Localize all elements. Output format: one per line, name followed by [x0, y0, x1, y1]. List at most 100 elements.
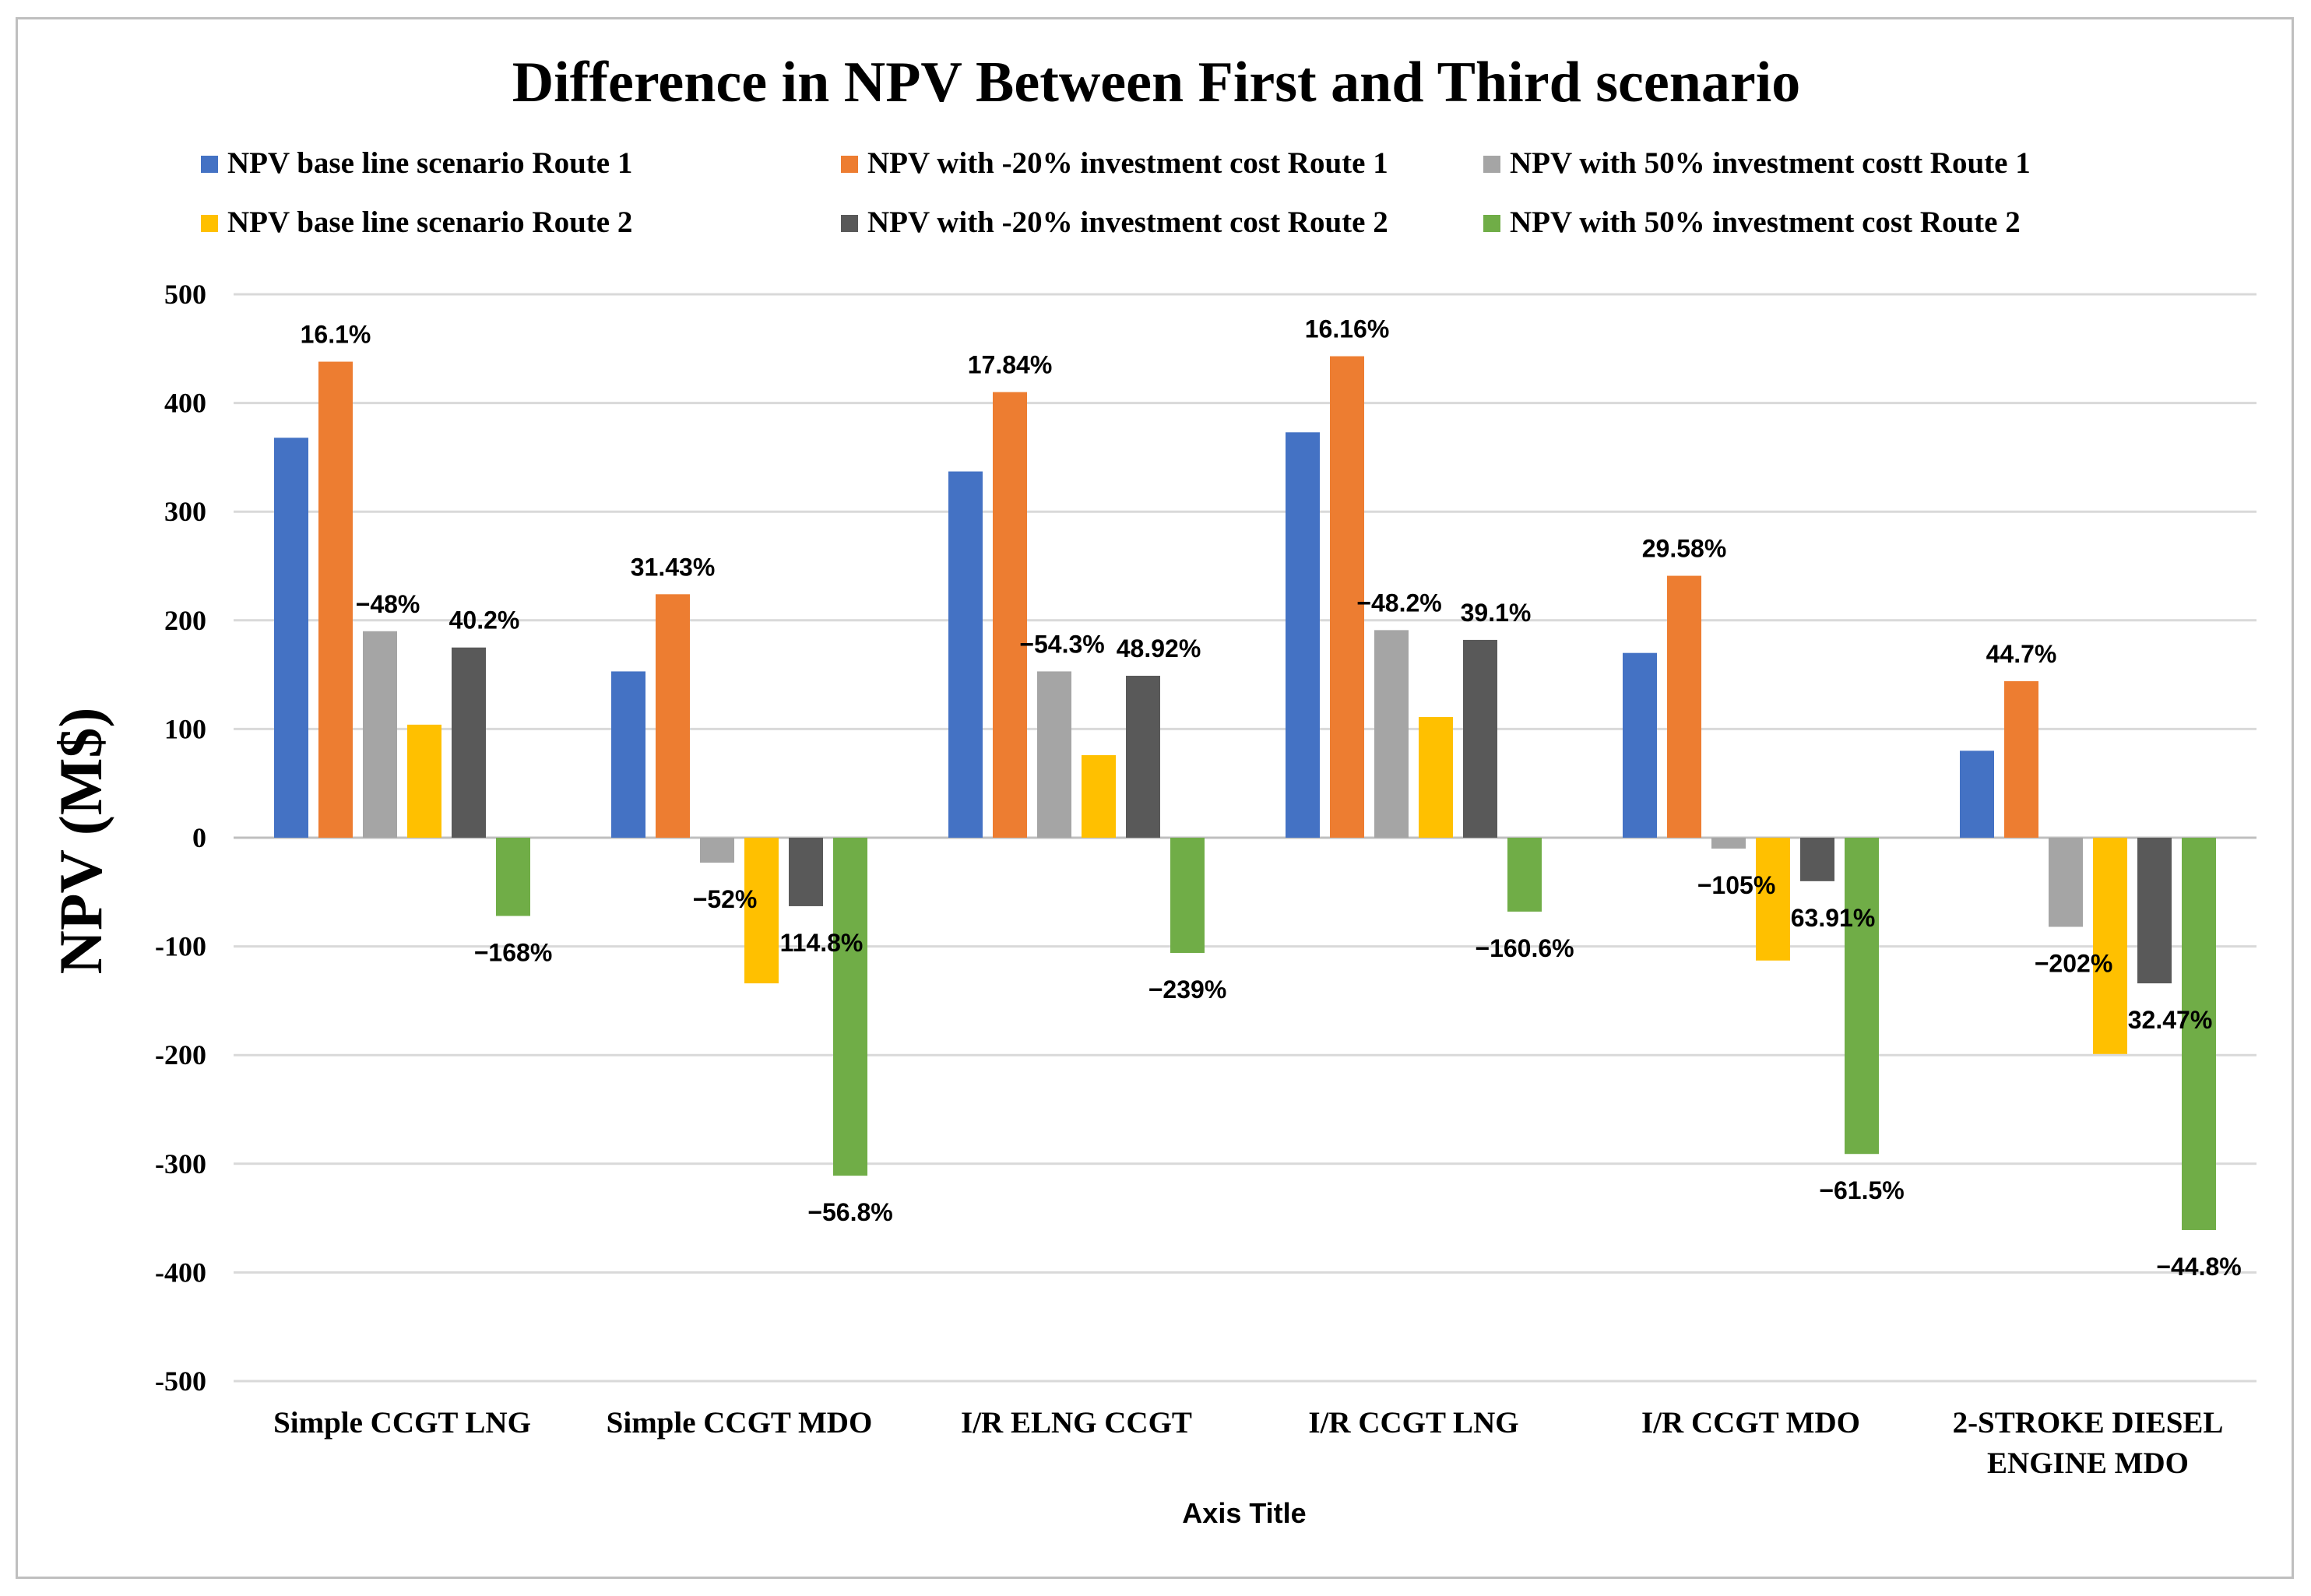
bar [496, 838, 530, 916]
y-tick-label: 500 [164, 279, 206, 310]
y-tick-label: -300 [155, 1148, 206, 1179]
data-label: 48.92% [1117, 635, 1201, 663]
bar [656, 594, 690, 838]
x-tick-label: 2-STROKE DIESEL [1953, 1406, 2224, 1440]
bar [1286, 432, 1320, 838]
data-label: −202% [2035, 949, 2113, 977]
legend-label: NPV with 50% investment costt Route 1 [1510, 146, 2031, 180]
bar [1082, 754, 1116, 838]
bar [318, 361, 353, 838]
x-tick-label: I/R ELNG CCGT [961, 1406, 1192, 1440]
data-label: 17.84% [968, 351, 1053, 379]
bar [2137, 838, 2172, 984]
y-tick-label: -100 [155, 931, 206, 962]
bar [452, 647, 486, 838]
gridlines [234, 293, 2256, 1383]
y-tick-label: 300 [164, 496, 206, 527]
y-axis-ticks: 500 400 300 200 100 0 -100 -200 -300 -400 -500 [155, 279, 206, 1397]
y-tick-label: 200 [164, 605, 206, 636]
data-label: −48% [356, 590, 420, 618]
bar [1170, 838, 1205, 953]
data-label: 63.91% [1791, 904, 1876, 932]
bar [1845, 838, 1879, 1155]
x-tick-label: ENGINE MDO [1987, 1447, 2189, 1480]
bar [407, 724, 441, 838]
y-axis-label: NPV (M$) [47, 708, 114, 975]
bar [611, 671, 645, 838]
legend-swatch [1483, 156, 1500, 173]
bar [993, 392, 1027, 838]
bar [1800, 838, 1834, 881]
legend-swatch [201, 156, 218, 173]
data-label: 16.1% [301, 321, 371, 349]
data-label: −56.8% [807, 1198, 892, 1226]
bar [1623, 652, 1657, 838]
data-label: 31.43% [631, 553, 716, 581]
bar [2004, 680, 2038, 838]
data-label: −44.8% [2156, 1253, 2241, 1281]
bar [2182, 838, 2216, 1230]
data-label: 16.16% [1305, 315, 1390, 343]
data-label: 39.1% [1461, 599, 1532, 627]
legend: NPV base line scenario Route 1 NPV with -… [201, 146, 2031, 239]
y-tick-label: 400 [164, 388, 206, 419]
bar [1126, 675, 1160, 838]
bar [1374, 630, 1409, 838]
bar [1330, 356, 1364, 838]
data-label: −54.3% [1019, 630, 1104, 658]
data-label: 40.2% [449, 606, 520, 635]
legend-label: NPV with 50% investment cost Route 2 [1510, 206, 2021, 239]
bar [1419, 717, 1453, 838]
data-label: 44.7% [1986, 640, 2057, 668]
chart-title: Difference in NPV Between First and Thir… [512, 51, 1801, 114]
legend-label: NPV base line scenario Route 1 [227, 146, 632, 180]
bar [1711, 838, 1746, 849]
x-axis-ticks: Simple CCGT LNG Simple CCGT MDO I/R ELNG C… [273, 1406, 2223, 1480]
bar [700, 838, 734, 863]
bars [274, 356, 2216, 1230]
bar [2093, 838, 2127, 1054]
data-label: 114.8% [780, 929, 864, 957]
data-label: −52% [693, 885, 758, 913]
legend-label: NPV base line scenario Route 2 [227, 206, 632, 239]
data-label: −239% [1148, 976, 1227, 1004]
data-label: 32.47% [2128, 1006, 2213, 1034]
data-label: −61.5% [1819, 1176, 1904, 1204]
legend-label: NPV with -20% investment cost Route 1 [867, 146, 1388, 180]
y-tick-label: -500 [155, 1366, 206, 1397]
y-tick-label: -400 [155, 1257, 206, 1288]
bar [1037, 671, 1071, 838]
x-tick-label: Simple CCGT LNG [273, 1406, 531, 1440]
legend-swatch [201, 215, 218, 232]
x-axis-label: Axis Title [1182, 1497, 1306, 1529]
x-tick-label: Simple CCGT MDO [607, 1406, 873, 1440]
bar [1463, 639, 1497, 838]
y-tick-label: -200 [155, 1039, 206, 1070]
data-label: −48.2% [1356, 589, 1441, 617]
bar [1960, 751, 1994, 838]
bar [1507, 838, 1542, 912]
bar [274, 438, 308, 838]
y-tick-label: 0 [192, 822, 206, 853]
y-tick-label: 100 [164, 713, 206, 744]
x-tick-label: I/R CCGT MDO [1641, 1406, 1860, 1440]
bar [948, 471, 983, 838]
bar [744, 838, 779, 984]
bar [789, 838, 823, 906]
bar [363, 631, 397, 838]
data-labels: 16.1% −48% 40.2% −168% 31.43% −52% 114.8% −56.8… [301, 315, 2242, 1281]
legend-swatch [841, 156, 858, 173]
bar [1756, 838, 1790, 961]
data-label: −168% [474, 939, 553, 967]
bar [2049, 838, 2083, 927]
data-label: −105% [1697, 871, 1776, 899]
bar [1667, 575, 1701, 838]
x-tick-label: I/R CCGT LNG [1308, 1406, 1518, 1440]
data-label: 29.58% [1642, 535, 1727, 563]
bar [833, 838, 867, 1176]
legend-swatch [841, 215, 858, 232]
legend-swatch [1483, 215, 1500, 232]
legend-label: NPV with -20% investment cost Route 2 [867, 206, 1388, 239]
data-label: −160.6% [1475, 934, 1574, 962]
